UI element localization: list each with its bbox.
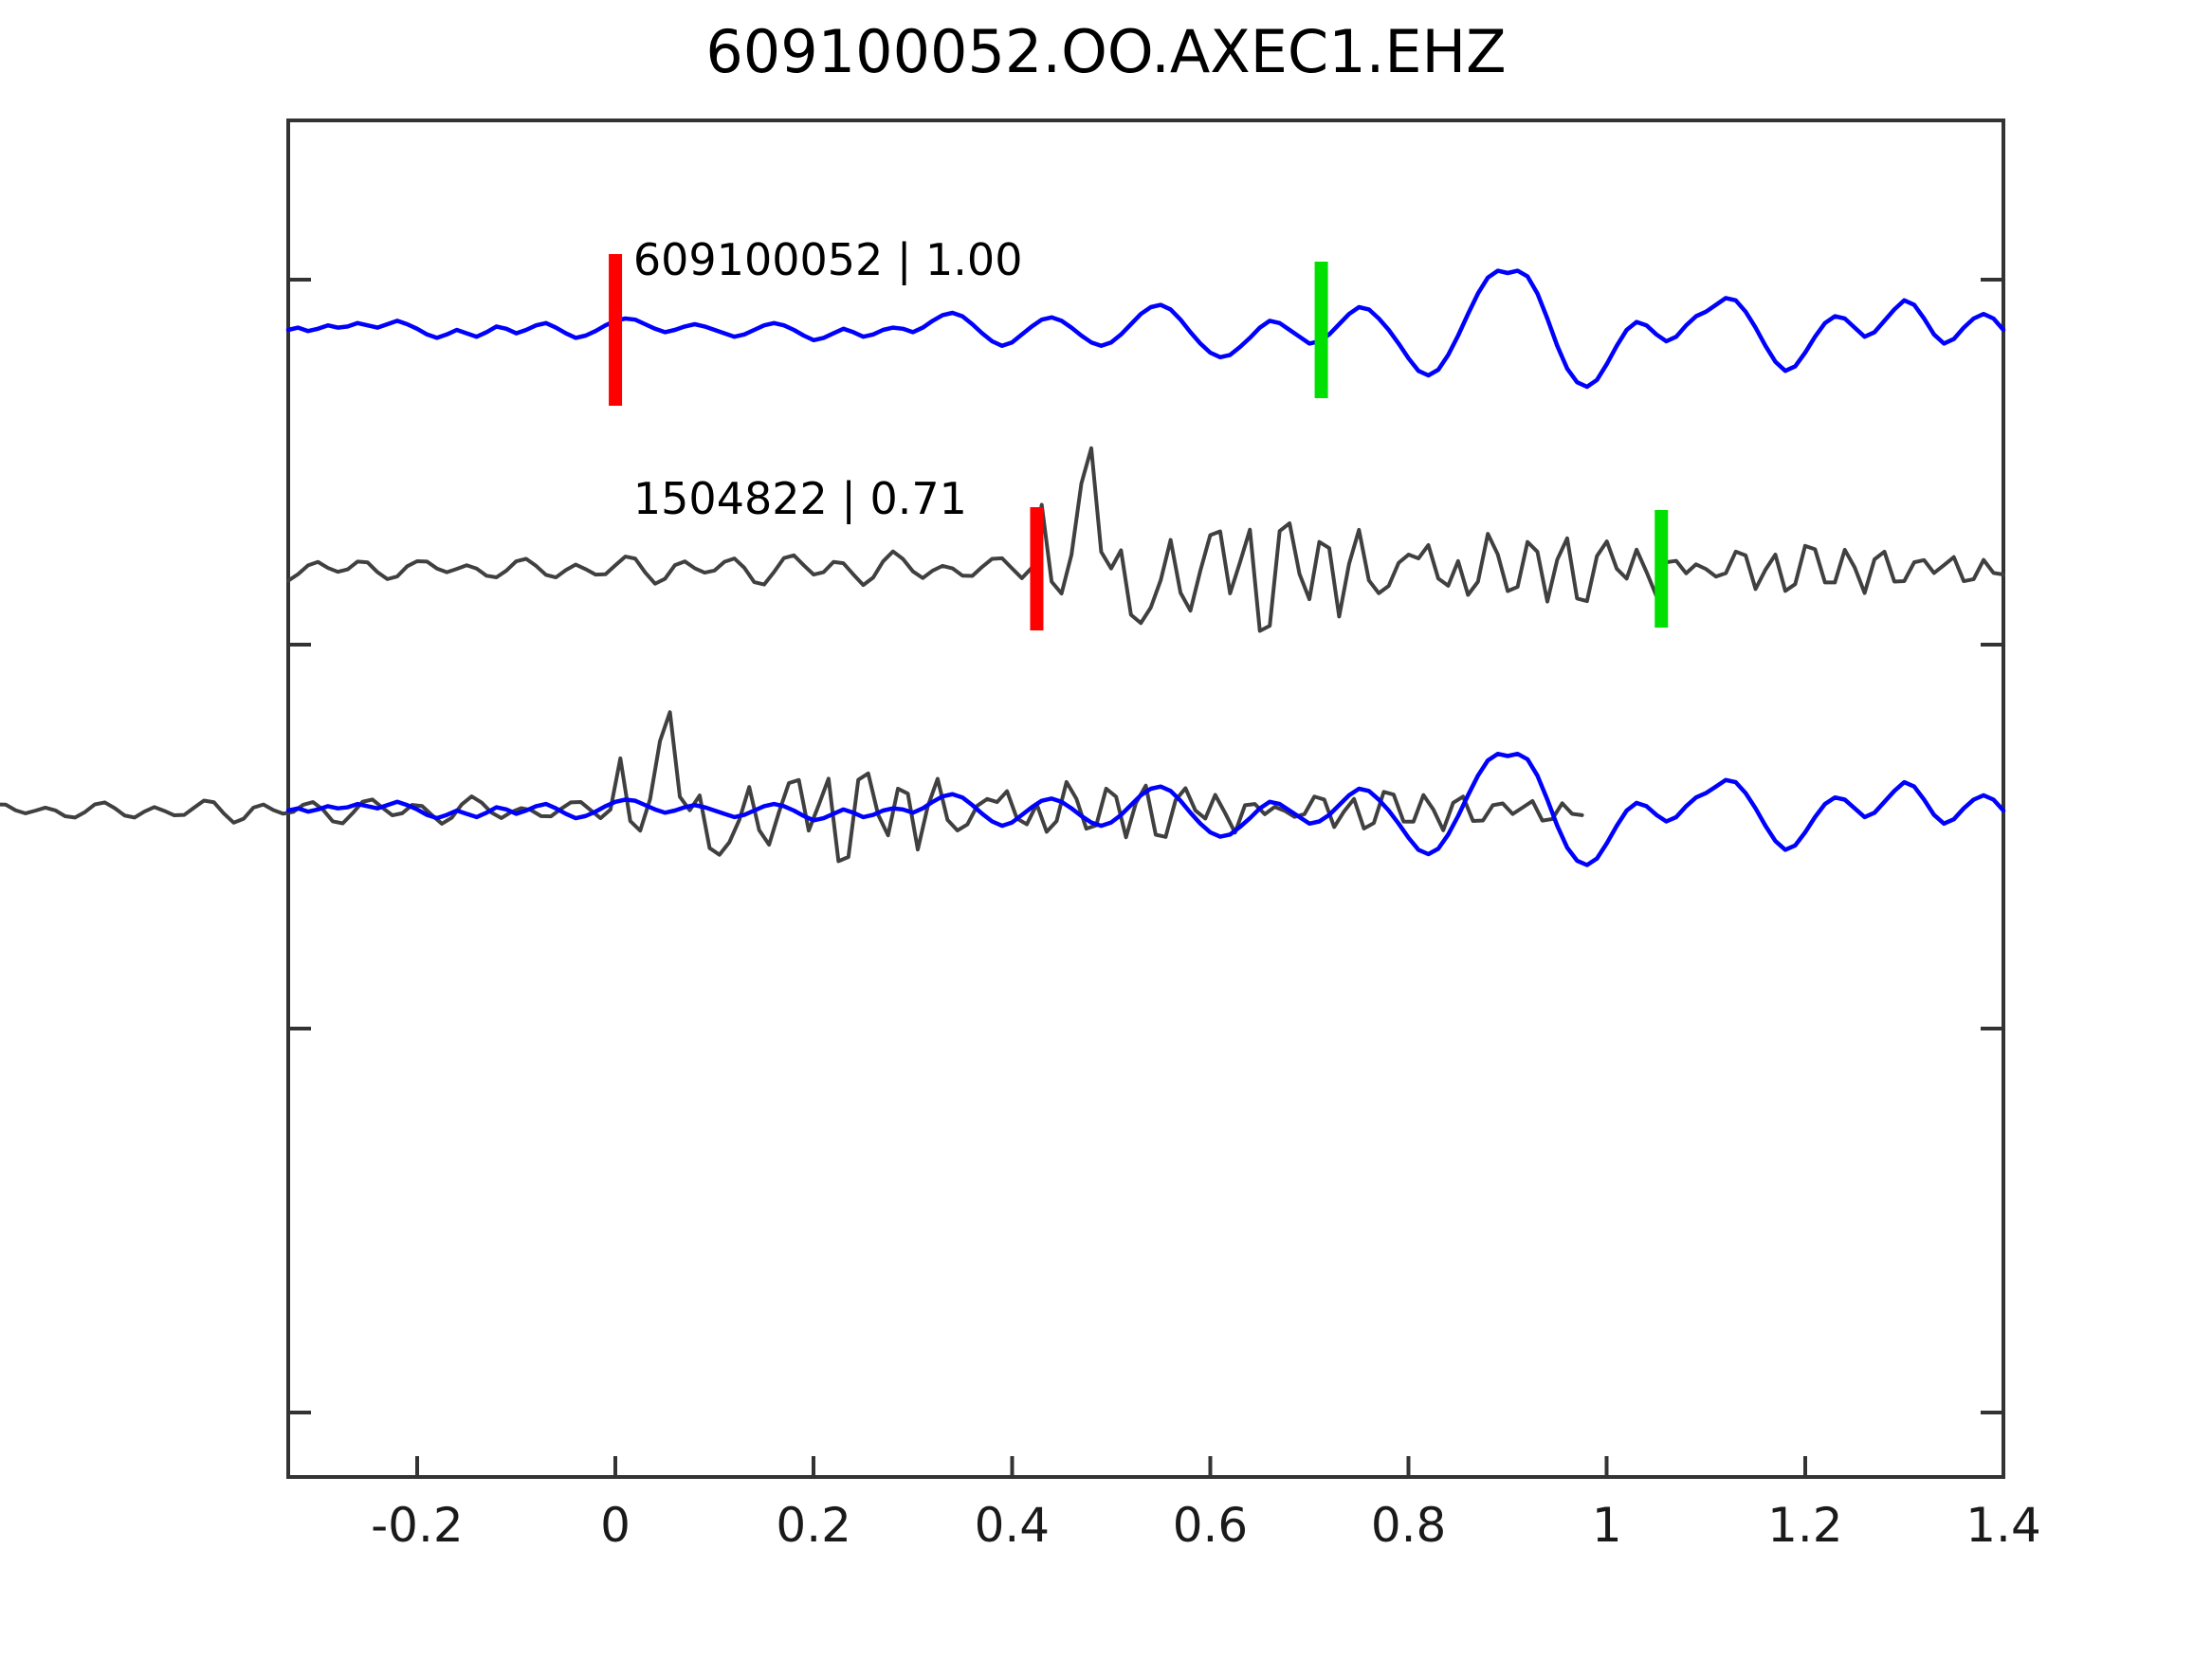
x-tick-label: -0.2 [371, 1498, 464, 1553]
template-pick-markers [609, 254, 1328, 406]
detection-trace-label: 1504822 | 0.71 [633, 473, 967, 525]
panel-overlay [0, 710, 2006, 867]
axis-frame [286, 118, 2005, 1479]
detection-pick-markers [1030, 507, 1669, 630]
overlay-detection-waveform [0, 710, 1584, 864]
template-waveform [285, 268, 2006, 390]
x-axis-ticks: -0.2 0 0.2 0.4 0.6 0.8 1 1.2 1.4 [371, 1456, 2041, 1553]
x-tick-label: 0.8 [1371, 1498, 1447, 1553]
plot-border [286, 118, 2005, 1479]
panel-template: 609100052 | 1.00 [285, 234, 2006, 406]
x-tick-label: 1.4 [1965, 1498, 2041, 1553]
x-tick-label: 0.6 [1173, 1498, 1249, 1553]
x-tick-label: 0 [600, 1498, 631, 1553]
template-trace-label: 609100052 | 1.00 [633, 234, 1023, 286]
x-tick-label: 1.2 [1767, 1498, 1843, 1553]
x-tick-label: 0.2 [776, 1498, 851, 1553]
x-tick-label: 0.4 [975, 1498, 1051, 1553]
x-tick-label: 1 [1592, 1498, 1622, 1553]
page-title: 609100052.OO.AXEC1.EHZ [705, 17, 1507, 86]
detection-waveform [286, 446, 2005, 633]
panel-detection: 1504822 | 0.71 [286, 446, 2005, 633]
y-axis-ticks [288, 278, 2003, 1414]
overlay-template-waveform [285, 751, 2006, 867]
